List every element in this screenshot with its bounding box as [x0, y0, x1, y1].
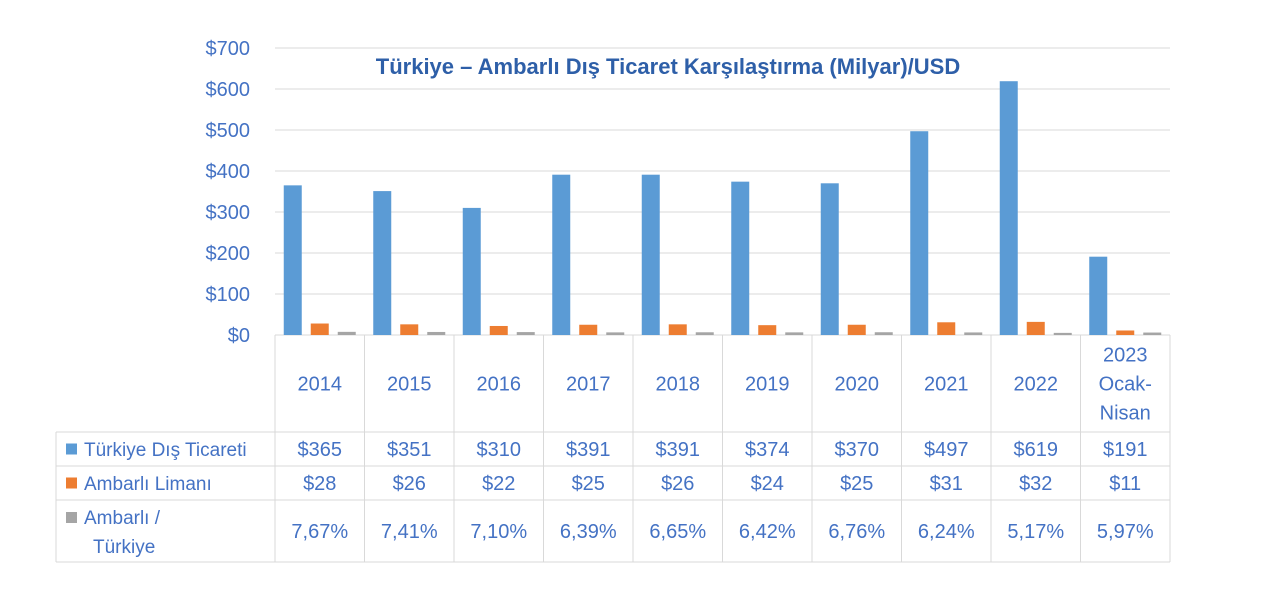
category-label: 2021 — [924, 374, 969, 396]
data-label: 6,65% — [649, 521, 706, 543]
bar — [820, 183, 839, 335]
legend-swatch — [66, 512, 77, 523]
category-label: 2020 — [835, 374, 880, 396]
bar — [1143, 332, 1162, 335]
data-label: $391 — [566, 439, 611, 461]
data-label: $26 — [393, 473, 426, 495]
data-label: $25 — [572, 473, 605, 495]
data-label: $310 — [477, 439, 522, 461]
bar — [462, 207, 481, 335]
bar — [400, 324, 419, 335]
bar — [337, 331, 356, 335]
data-label: $391 — [656, 439, 701, 461]
data-label: $26 — [661, 473, 694, 495]
category-label: 2022 — [1014, 374, 1059, 396]
bar — [999, 81, 1018, 336]
legend-label: Ambarlı / Türkiye — [84, 508, 161, 558]
data-label: $11 — [1109, 473, 1141, 495]
data-label: 5,17% — [1007, 521, 1064, 543]
data-label: $31 — [930, 473, 963, 495]
category-label: 2019 — [745, 374, 790, 396]
bar — [283, 185, 302, 335]
category-label: 2023 Ocak-Nisan — [1099, 345, 1152, 425]
data-label: $25 — [840, 473, 873, 495]
bar — [1053, 332, 1072, 335]
bar — [758, 325, 777, 335]
data-label: $28 — [303, 473, 336, 495]
bar — [910, 131, 929, 335]
y-tick-label: $0 — [228, 325, 250, 347]
data-label: 6,39% — [560, 521, 617, 543]
bar — [874, 332, 893, 335]
bar — [373, 191, 392, 335]
data-label: $370 — [835, 439, 880, 461]
data-label: 6,76% — [828, 521, 885, 543]
bar — [579, 324, 598, 335]
y-tick-label: $300 — [206, 202, 251, 224]
y-tick-label: $600 — [206, 79, 251, 101]
legend-swatch — [66, 477, 77, 489]
legend-label: Türkiye Dış Ticareti — [84, 440, 247, 461]
bar — [641, 174, 660, 335]
data-label: 7,10% — [470, 521, 527, 543]
bar — [668, 324, 687, 335]
data-label: 6,42% — [739, 521, 796, 543]
bar — [785, 332, 804, 335]
bar — [937, 322, 956, 335]
legend-label: Ambarlı Limanı — [84, 474, 212, 495]
bar — [552, 174, 571, 335]
data-label: $22 — [482, 473, 515, 495]
bar — [489, 325, 508, 335]
data-label: $32 — [1019, 473, 1052, 495]
bar — [695, 332, 714, 335]
y-tick-label: $700 — [206, 38, 251, 60]
bar — [964, 332, 983, 335]
bar — [606, 332, 625, 335]
category-label: 2015 — [387, 374, 432, 396]
y-tick-label: $500 — [206, 120, 251, 142]
bar — [310, 323, 329, 335]
bar — [516, 332, 535, 335]
bar — [847, 324, 866, 335]
y-tick-label: $100 — [206, 284, 251, 306]
bar — [731, 181, 750, 335]
category-label: 2014 — [298, 374, 343, 396]
data-label: 7,41% — [381, 521, 438, 543]
data-label: $497 — [924, 439, 969, 461]
bar — [1026, 321, 1045, 335]
bar — [1116, 330, 1135, 335]
bar — [427, 331, 446, 335]
data-label: $351 — [387, 439, 432, 461]
y-tick-label: $200 — [206, 243, 251, 265]
data-label: 7,67% — [291, 521, 348, 543]
data-label: $374 — [745, 439, 790, 461]
data-label: 6,24% — [918, 521, 975, 543]
category-label: 2016 — [477, 374, 522, 396]
data-label: $365 — [298, 439, 343, 461]
legend-swatch — [66, 443, 77, 455]
data-label: $191 — [1103, 439, 1148, 461]
chart-title: Türkiye – Ambarlı Dış Ticaret Karşılaştı… — [376, 54, 960, 79]
category-label: 2017 — [566, 374, 611, 396]
y-tick-label: $400 — [206, 161, 251, 183]
data-label: $619 — [1014, 439, 1059, 461]
data-label: 5,97% — [1097, 521, 1154, 543]
data-label: $24 — [751, 473, 784, 495]
bar — [1089, 256, 1108, 335]
category-label: 2018 — [656, 374, 701, 396]
